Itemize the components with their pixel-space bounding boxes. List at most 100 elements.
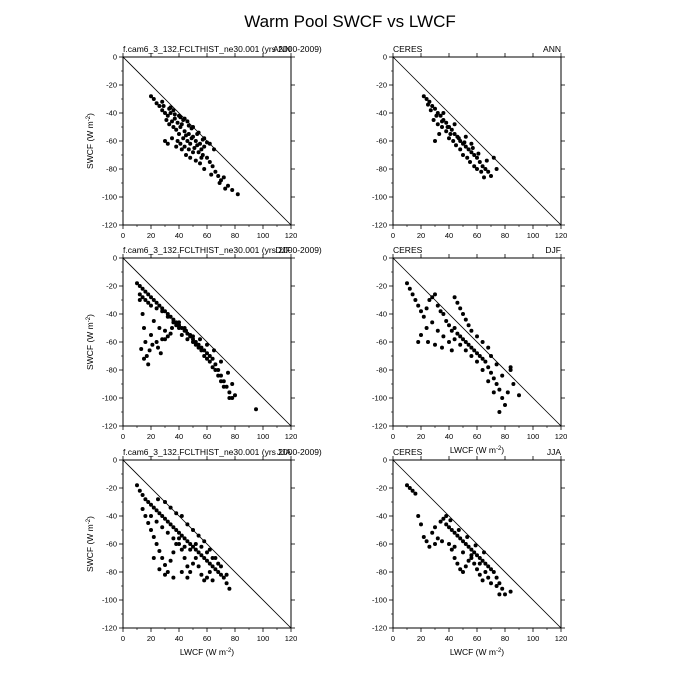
data-point <box>199 572 204 577</box>
data-point <box>448 132 453 136</box>
scatter-panel-4: 0 20 40 60 80 100 120 0 -20 -40 -60 -80 -100 -120 CERE… <box>372 245 567 455</box>
data-point <box>191 134 195 139</box>
data-point <box>186 147 191 152</box>
data-point <box>458 536 463 541</box>
data-point <box>210 365 215 370</box>
figure-title: Warm Pool SWCF vs LWCF <box>244 12 456 31</box>
data-point <box>500 373 505 378</box>
data-point <box>195 132 200 136</box>
data-point <box>165 530 170 535</box>
data-point <box>486 365 491 370</box>
data-point <box>454 143 458 148</box>
data-point <box>479 169 484 174</box>
panel-season-label: ANN <box>273 44 291 54</box>
data-point <box>205 342 209 347</box>
x-tick-label: 100 <box>257 432 270 441</box>
data-point <box>517 393 521 398</box>
data-point <box>174 528 179 532</box>
data-point <box>179 326 184 330</box>
data-point <box>413 491 418 496</box>
data-point <box>497 387 502 392</box>
data-point <box>164 118 169 122</box>
data-point <box>191 334 195 339</box>
data-point <box>494 584 499 588</box>
data-point <box>207 547 212 552</box>
data-point <box>142 326 146 330</box>
data-point <box>441 334 446 339</box>
data-point <box>143 289 148 294</box>
one-to-one-line <box>122 56 292 226</box>
data-point <box>143 514 148 518</box>
data-point <box>174 542 179 546</box>
y-tick-label: -80 <box>106 165 117 174</box>
data-point <box>452 326 457 330</box>
data-point <box>184 153 188 157</box>
one-to-one-line <box>392 257 562 427</box>
data-point <box>179 514 184 518</box>
data-point <box>445 125 450 129</box>
data-point <box>216 174 221 178</box>
data-point <box>463 134 468 139</box>
data-point <box>463 144 468 149</box>
data-point <box>213 169 218 174</box>
data-point <box>193 556 198 560</box>
data-point <box>219 359 223 364</box>
x-tick-label: 20 <box>147 634 155 643</box>
data-point <box>199 147 204 152</box>
y-tick-label: -100 <box>102 596 117 605</box>
data-point <box>177 132 181 136</box>
data-point <box>486 575 491 580</box>
data-point <box>477 561 482 566</box>
data-point <box>469 547 474 552</box>
data-point <box>171 108 176 113</box>
data-point <box>146 500 151 504</box>
x-tick-label: 120 <box>285 634 298 643</box>
data-point <box>160 337 165 342</box>
y-tick-label: -120 <box>102 422 117 431</box>
x-tick-label: 60 <box>203 432 211 441</box>
data-point <box>224 384 229 389</box>
data-point <box>174 323 179 328</box>
data-point <box>463 564 468 569</box>
data-point <box>470 146 475 150</box>
data-point <box>472 153 477 157</box>
data-point <box>438 113 443 118</box>
x-tick-label: 60 <box>473 432 481 441</box>
x-tick-label: 100 <box>257 231 270 240</box>
data-point <box>469 345 474 350</box>
data-point <box>163 572 167 577</box>
data-point <box>196 342 201 347</box>
data-point <box>489 581 493 586</box>
data-point <box>424 326 429 330</box>
data-point <box>165 141 170 146</box>
data-point <box>472 348 477 353</box>
data-point <box>213 362 218 367</box>
data-point <box>167 106 172 111</box>
data-point <box>219 379 223 384</box>
data-point <box>172 116 177 121</box>
data-point <box>202 578 207 583</box>
y-tick-label: -40 <box>106 109 117 118</box>
y-tick-label: -80 <box>376 366 387 375</box>
data-point <box>462 140 467 145</box>
data-point <box>475 567 479 572</box>
x-tick-label: 120 <box>285 231 298 240</box>
data-point <box>137 488 142 493</box>
data-point <box>486 345 491 350</box>
data-point <box>468 160 472 164</box>
data-point <box>472 561 477 566</box>
data-point <box>427 544 432 549</box>
data-point <box>221 175 226 180</box>
data-point <box>458 147 463 152</box>
data-point <box>416 340 421 344</box>
data-point <box>444 129 449 134</box>
data-point <box>146 300 151 305</box>
data-point <box>503 592 507 597</box>
data-point <box>475 155 479 160</box>
data-point <box>188 542 193 546</box>
data-point <box>216 373 221 378</box>
data-point <box>192 146 197 150</box>
data-point <box>421 94 426 99</box>
y-tick-label: -100 <box>102 193 117 202</box>
data-point <box>489 174 493 178</box>
